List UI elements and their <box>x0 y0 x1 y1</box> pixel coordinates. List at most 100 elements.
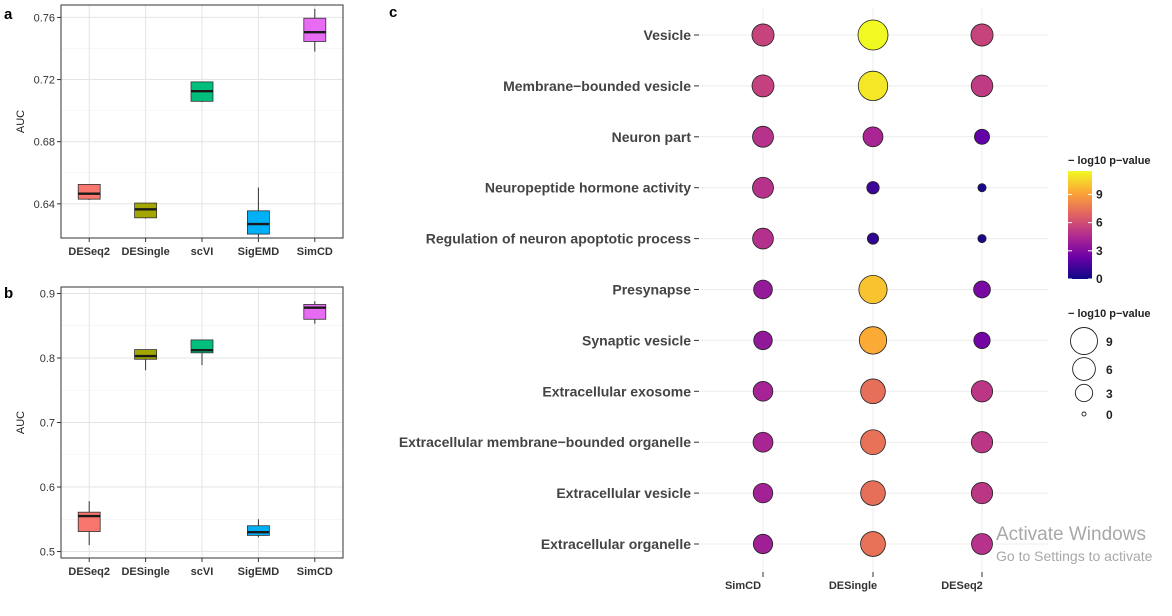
panel-a-x-ticks: DESeq2 DESingle scVI SigEMD SimCD <box>68 238 333 258</box>
dot <box>970 23 994 47</box>
size-legend-label: 9 <box>1106 335 1113 349</box>
panel-letter-b: b <box>4 285 13 302</box>
x-tick-label: DESeq2 <box>941 580 983 592</box>
size-legend-circle <box>1074 383 1094 403</box>
x-tick-label: DESeq2 <box>68 246 110 258</box>
y-tick-label: 0.5 <box>40 547 55 559</box>
box-DESeq2 <box>77 501 101 546</box>
y-tick-label: 0.7 <box>40 418 55 430</box>
dot <box>857 70 889 102</box>
box-body <box>246 210 270 235</box>
panel-a-boxes <box>77 8 327 238</box>
dot <box>973 280 991 299</box>
box-scVI <box>190 339 214 366</box>
panel-a-boxplot: 0.64 0.68 0.72 0.76 DESeq2 DESingle scVI SigEM… <box>15 4 344 258</box>
term-label: Presynapse <box>612 282 691 298</box>
y-tick-label: 0.68 <box>34 137 55 149</box>
x-tick-label: SimCD <box>297 566 333 578</box>
color-legend-label: 9 <box>1096 187 1103 201</box>
dot <box>860 378 886 405</box>
term-label: Membrane−bounded vesicle <box>503 78 691 94</box>
panel-b-x-ticks: DESeq2 DESingle scVI SigEMD SimCD <box>68 558 333 578</box>
dot <box>866 181 880 195</box>
term-label: Neuropeptide hormone activity <box>485 180 691 196</box>
panel-b-y-axis-title: AUC <box>15 411 27 434</box>
panel-b-y-ticks: 0.5 0.6 0.7 0.8 0.9 <box>40 288 61 559</box>
term-label: Neuron part <box>612 129 692 145</box>
dot <box>752 381 774 402</box>
size-legend-label: 3 <box>1106 387 1113 401</box>
box-scVI <box>190 81 214 103</box>
dot <box>752 482 774 504</box>
panel-letter-c: c <box>389 4 397 21</box>
size-legend-label: 0 <box>1106 408 1113 422</box>
x-tick-label: scVI <box>191 566 214 578</box>
color-legend-title: − log10 p−value <box>1068 155 1151 167</box>
box-DESeq2 <box>77 184 101 200</box>
panel-c-term-labels: Vesicle Membrane−bounded vesicle Neuron pa… <box>399 27 699 552</box>
panel-c-dotplot: Vesicle Membrane−bounded vesicle Neuron pa… <box>399 8 1048 592</box>
term-label: Synaptic vesicle <box>582 332 691 348</box>
panel-b-grid <box>61 287 343 558</box>
panel-a-y-ticks: 0.64 0.68 0.72 0.76 <box>34 12 61 211</box>
y-tick-label: 0.8 <box>40 353 55 365</box>
term-label: Extracellular exosome <box>542 383 691 399</box>
size-legend-title: − log10 p−value <box>1068 308 1151 320</box>
dot <box>751 23 775 47</box>
y-tick-label: 0.64 <box>34 199 55 211</box>
color-legend-ticks: 9 6 3 0 <box>1068 187 1103 286</box>
size-legend-label: 6 <box>1106 363 1113 377</box>
dot <box>752 176 774 199</box>
panel-b-boxes <box>77 301 327 546</box>
dot <box>866 232 880 245</box>
box-body <box>77 184 101 200</box>
term-label: Regulation of neuron apoptotic process <box>426 231 691 247</box>
dot <box>970 482 994 505</box>
x-tick-label: SigEMD <box>238 246 280 258</box>
term-label: Extracellular membrane−bounded organelle <box>399 434 691 450</box>
y-tick-label: 0.72 <box>34 75 55 87</box>
size-legend-circle <box>1081 411 1087 417</box>
size-legend-items: 9 6 3 0 <box>1070 327 1113 422</box>
box-DESingle <box>134 349 158 371</box>
color-legend-label: 3 <box>1096 244 1103 258</box>
panel-c-dots <box>751 19 994 557</box>
dot <box>977 183 987 193</box>
term-label: Extracellular organelle <box>541 536 691 552</box>
dot <box>752 227 774 250</box>
color-legend-label: 6 <box>1096 216 1103 230</box>
watermark-subtitle: Go to Settings to activate <box>996 548 1153 564</box>
dot <box>971 533 993 555</box>
panel-a-y-axis-title: AUC <box>15 110 27 133</box>
dot <box>970 74 994 98</box>
dot <box>862 126 884 148</box>
size-legend-circle <box>1072 357 1096 381</box>
box-body <box>134 349 158 360</box>
dot <box>751 74 775 98</box>
x-tick-label: SimCD <box>297 246 333 258</box>
panel-c-x-labels: SimCD DESingle DESeq2 <box>725 572 983 592</box>
dot <box>860 480 886 506</box>
term-label: Extracellular vesicle <box>556 485 691 501</box>
y-tick-label: 0.6 <box>40 482 55 494</box>
dot <box>860 429 886 456</box>
dot <box>752 125 774 148</box>
x-tick-label: scVI <box>191 246 214 258</box>
dot <box>857 19 889 51</box>
box-DESingle <box>134 202 158 219</box>
x-tick-label: SimCD <box>725 580 761 592</box>
box-SimCD <box>303 301 327 324</box>
x-tick-label: DESingle <box>121 246 169 258</box>
color-legend: − log10 p−value 9 6 3 0 <box>1068 155 1151 286</box>
dot <box>858 326 888 355</box>
watermark-title: Activate Windows <box>996 524 1146 545</box>
dot <box>752 533 774 555</box>
panel-b-boxplot: 0.5 0.6 0.7 0.8 0.9 DESeq2 DESingle scVI SigEMD… <box>15 286 344 578</box>
dot <box>752 431 774 453</box>
y-tick-label: 0.76 <box>34 12 55 24</box>
panel-a-grid <box>61 5 343 238</box>
x-tick-label: SigEMD <box>238 566 280 578</box>
box-SigEMD <box>246 519 270 538</box>
box-body <box>246 525 270 536</box>
